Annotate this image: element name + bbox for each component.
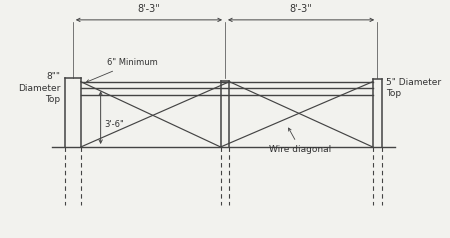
Text: 8'-3": 8'-3" <box>138 4 160 14</box>
Text: 6" Minimum: 6" Minimum <box>86 58 158 82</box>
Text: 8""
Diameter
Top: 8"" Diameter Top <box>18 72 60 104</box>
Text: 8'-3": 8'-3" <box>290 4 312 14</box>
Text: 3'-6": 3'-6" <box>104 120 124 129</box>
Text: Wire diagonal: Wire diagonal <box>269 128 331 154</box>
Text: 5" Diameter
Top: 5" Diameter Top <box>386 78 441 99</box>
